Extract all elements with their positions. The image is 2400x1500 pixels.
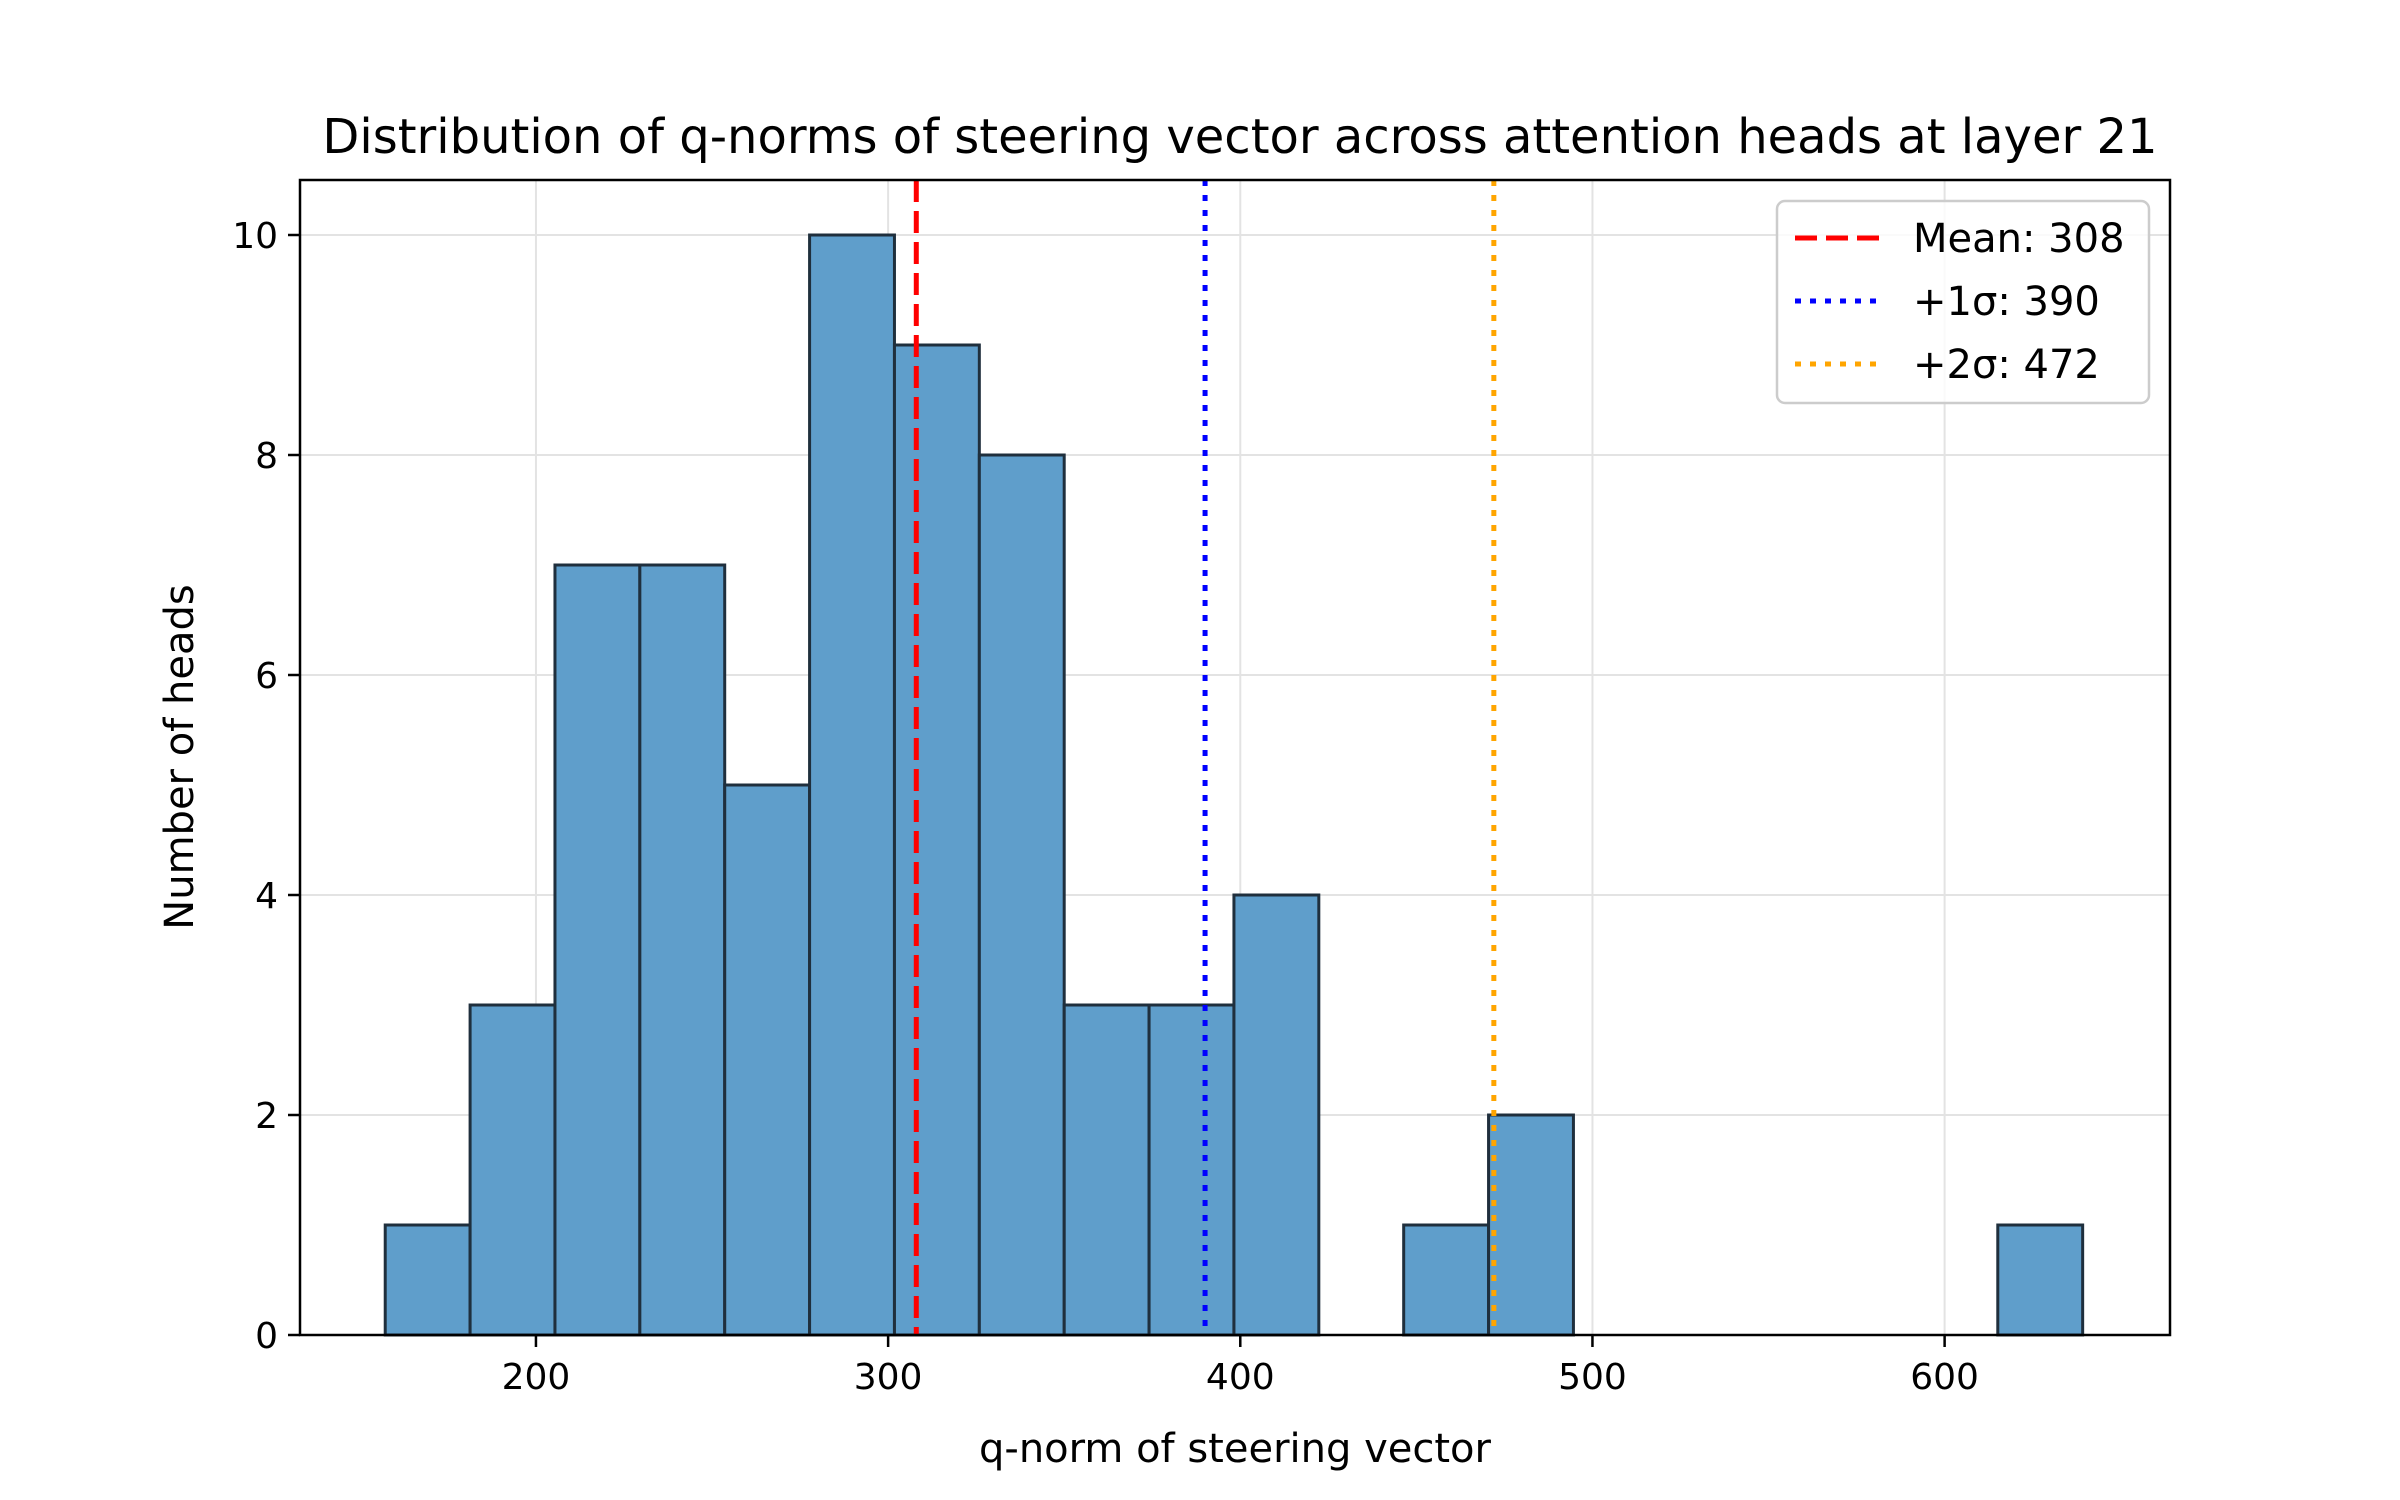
x-tick-label: 400 xyxy=(1206,1357,1275,1398)
y-tick-label: 10 xyxy=(232,216,278,257)
legend-box xyxy=(1775,199,2151,405)
histogram-bars xyxy=(383,233,2085,1337)
histogram-bar xyxy=(1232,893,1321,1337)
y-axis-label: Number of heads xyxy=(157,584,203,929)
histogram-bar xyxy=(383,1223,472,1337)
y-tick-label: 8 xyxy=(255,436,278,477)
histogram-bar xyxy=(553,563,642,1337)
legend: Mean: 308 +1σ: 390 +2σ: 472 xyxy=(1775,199,2151,405)
y-tick-label: 4 xyxy=(255,876,278,917)
histogram-bar xyxy=(1062,1003,1151,1337)
histogram-bar xyxy=(1996,1223,2085,1337)
chart-title: Distribution of q-norms of steering vect… xyxy=(322,109,2157,165)
legend-label: Mean: 308 xyxy=(1913,216,2125,262)
histogram-bar xyxy=(808,233,896,1337)
histogram-bar xyxy=(468,1003,557,1337)
histogram-bar xyxy=(638,563,727,1337)
y-tick-label: 2 xyxy=(255,1096,278,1137)
histogram-bar xyxy=(1402,1223,1491,1337)
reference-lines xyxy=(913,180,1497,1335)
x-tick-label: 200 xyxy=(502,1357,571,1398)
histogram-bar xyxy=(977,453,1066,1337)
plot-area-frame xyxy=(298,178,2172,1337)
histogram-bar xyxy=(892,343,981,1337)
legend-label: +2σ: 472 xyxy=(1913,342,2100,388)
histogram-bar xyxy=(723,783,812,1337)
x-axis-ticks: 200 300 400 500 600 xyxy=(502,1335,1979,1398)
y-tick-label: 0 xyxy=(255,1316,278,1357)
histogram-bar xyxy=(1487,1113,1575,1337)
x-tick-label: 500 xyxy=(1558,1357,1627,1398)
histogram-bar xyxy=(1147,1003,1236,1337)
x-tick-label: 600 xyxy=(1910,1357,1979,1398)
y-axis-ticks: 0 2 4 6 8 10 xyxy=(232,216,300,1357)
y-tick-label: 6 xyxy=(255,656,278,697)
x-axis-label: q-norm of steering vector xyxy=(979,1426,1492,1472)
x-tick-label: 300 xyxy=(854,1357,923,1398)
legend-label: +1σ: 390 xyxy=(1913,279,2100,325)
